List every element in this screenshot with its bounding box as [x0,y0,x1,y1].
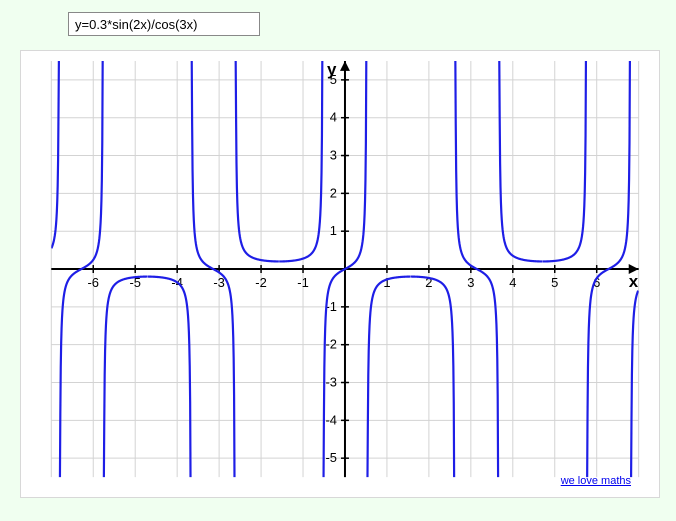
svg-text:1: 1 [330,223,337,238]
svg-text:-3: -3 [325,374,337,389]
svg-text:4: 4 [330,110,337,125]
svg-text:3: 3 [330,148,337,163]
svg-text:1: 1 [383,275,390,290]
svg-text:-5: -5 [325,450,337,465]
svg-text:-4: -4 [325,412,337,427]
svg-text:5: 5 [551,275,558,290]
svg-text:-6: -6 [87,275,99,290]
function-plot: -6-5-4-3-2-1123456-5-4-3-2-112345xy [21,51,659,497]
svg-text:3: 3 [467,275,474,290]
footer-link[interactable]: we love maths [561,475,631,487]
svg-text:y: y [327,60,337,79]
svg-text:-2: -2 [255,275,267,290]
svg-text:2: 2 [330,185,337,200]
svg-text:-2: -2 [325,337,337,352]
svg-text:4: 4 [509,275,516,290]
formula-input[interactable] [68,12,260,36]
chart-panel: -6-5-4-3-2-1123456-5-4-3-2-112345xy we l… [20,50,660,498]
svg-text:x: x [629,272,639,291]
svg-text:-1: -1 [297,275,309,290]
